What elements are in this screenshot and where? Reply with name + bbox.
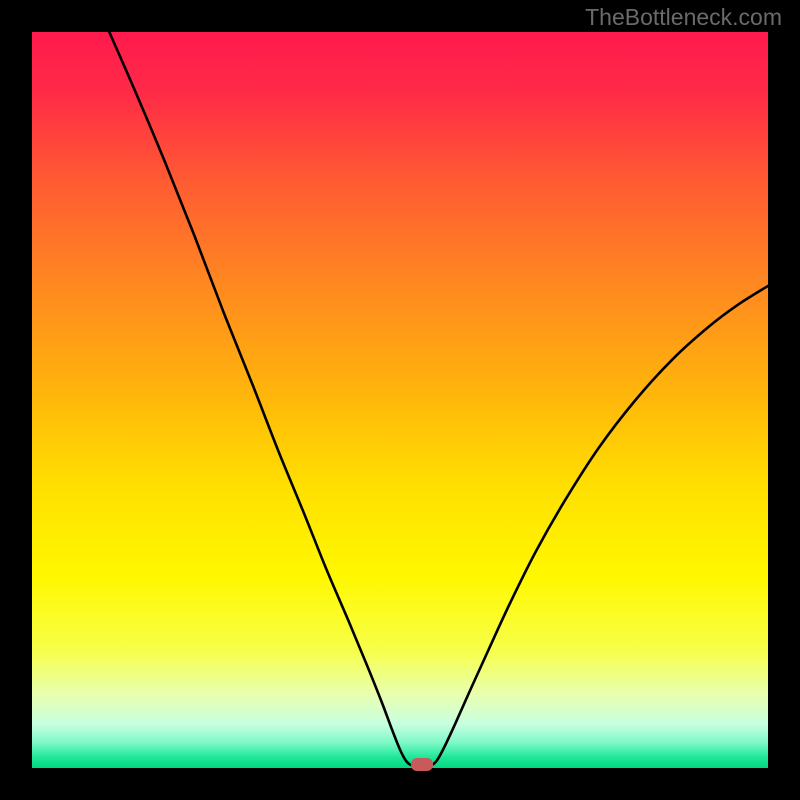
plot-svg [32, 32, 768, 768]
plot-area [32, 32, 768, 768]
optimum-marker [411, 758, 433, 771]
gradient-background [32, 32, 768, 768]
watermark-text: TheBottleneck.com [585, 4, 782, 31]
